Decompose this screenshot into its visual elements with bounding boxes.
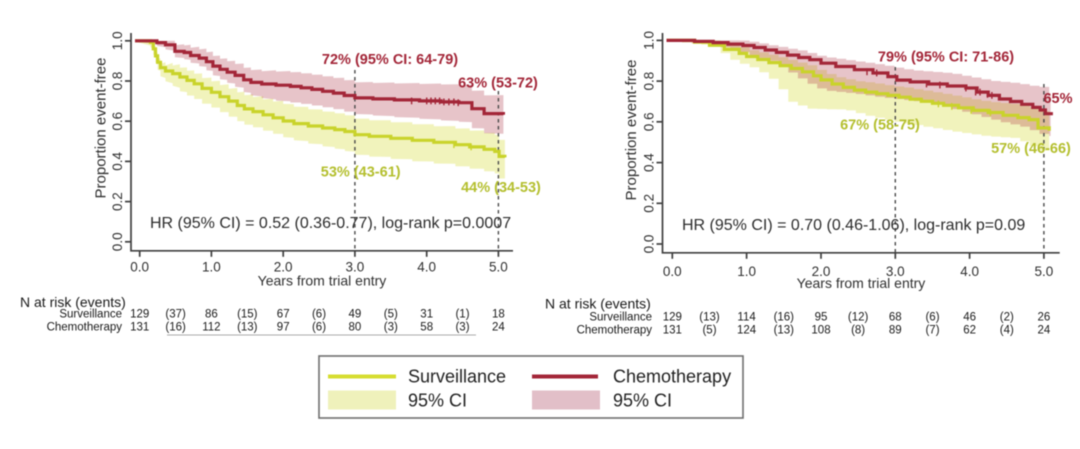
svg-text:2.0: 2.0 [274, 259, 293, 274]
svg-text:(16): (16) [165, 322, 186, 334]
svg-text:Chemotherapy: Chemotherapy [577, 325, 653, 337]
svg-text:44% (34-53): 44% (34-53) [461, 180, 541, 196]
svg-text:3.0: 3.0 [886, 264, 905, 279]
svg-text:131: 131 [130, 322, 149, 334]
svg-text:(1): (1) [455, 309, 469, 321]
svg-text:79% (95% CI: 71-86): 79% (95% CI: 71-86) [878, 49, 1014, 65]
svg-text:Surveillance: Surveillance [408, 367, 506, 387]
svg-text:0.4: 0.4 [110, 152, 125, 171]
svg-text:(4): (4) [1000, 325, 1014, 337]
svg-text:95% CI: 95% CI [408, 391, 467, 411]
svg-text:89: 89 [889, 325, 902, 337]
svg-text:53% (43-61): 53% (43-61) [321, 165, 401, 181]
svg-text:Proportion event-free: Proportion event-free [623, 60, 640, 201]
svg-text:(6): (6) [925, 312, 939, 324]
svg-text:0.8: 0.8 [642, 72, 657, 91]
svg-text:49: 49 [349, 309, 362, 321]
svg-text:26: 26 [1038, 312, 1051, 324]
svg-text:(3): (3) [384, 322, 398, 334]
svg-text:0.4: 0.4 [642, 153, 657, 172]
svg-text:(6): (6) [312, 309, 326, 321]
svg-text:86: 86 [205, 309, 218, 321]
svg-text:(3): (3) [455, 322, 469, 334]
svg-text:(37): (37) [165, 309, 186, 321]
svg-text:0.0: 0.0 [130, 259, 149, 274]
svg-text:67: 67 [277, 309, 290, 321]
svg-text:95% CI: 95% CI [613, 391, 672, 411]
svg-text:4.0: 4.0 [960, 264, 979, 279]
svg-text:129: 129 [130, 309, 149, 321]
svg-text:HR (95% CI) = 0.70 (0.46-1.06): HR (95% CI) = 0.70 (0.46-1.06), log-rank… [682, 217, 1025, 234]
svg-text:Surveillance: Surveillance [589, 312, 652, 324]
svg-text:(16): (16) [774, 312, 795, 324]
svg-text:5.0: 5.0 [1035, 264, 1054, 279]
svg-text:95: 95 [815, 312, 828, 324]
svg-text:131: 131 [663, 325, 682, 337]
svg-text:Years from trial entry: Years from trial entry [258, 273, 387, 289]
svg-text:1.0: 1.0 [202, 259, 221, 274]
svg-text:0.2: 0.2 [642, 194, 657, 213]
svg-text:Proportion event-free: Proportion event-free [93, 58, 110, 199]
svg-text:63% (53-72): 63% (53-72) [458, 76, 538, 92]
svg-text:46: 46 [963, 312, 976, 324]
svg-text:(5): (5) [384, 309, 398, 321]
svg-text:97: 97 [277, 322, 290, 334]
svg-text:129: 129 [663, 312, 682, 324]
svg-text:4.0: 4.0 [417, 259, 436, 274]
svg-text:(5): (5) [702, 325, 716, 337]
svg-text:68: 68 [889, 312, 902, 324]
svg-text:112: 112 [202, 322, 220, 334]
svg-text:(8): (8) [851, 325, 865, 337]
svg-text:0.8: 0.8 [110, 72, 125, 91]
svg-text:1.0: 1.0 [642, 31, 657, 50]
svg-text:(6): (6) [312, 322, 326, 334]
svg-text:1.0: 1.0 [737, 264, 756, 279]
svg-text:31: 31 [420, 309, 433, 321]
svg-text:0.6: 0.6 [642, 112, 657, 131]
svg-text:72% (95% CI: 64-79): 72% (95% CI: 64-79) [322, 52, 458, 68]
svg-text:65%: 65% [1043, 91, 1072, 107]
svg-text:124: 124 [737, 325, 757, 337]
svg-text:1.0: 1.0 [110, 31, 125, 50]
svg-text:67% (58-75): 67% (58-75) [840, 117, 920, 133]
svg-text:Surveillance: Surveillance [59, 309, 122, 321]
svg-text:(13): (13) [774, 325, 795, 337]
svg-text:Chemotherapy: Chemotherapy [613, 367, 731, 387]
svg-text:0.0: 0.0 [642, 235, 657, 254]
svg-text:0.2: 0.2 [110, 192, 125, 211]
svg-text:24: 24 [492, 322, 505, 334]
svg-text:58: 58 [420, 322, 433, 334]
svg-text:62: 62 [963, 325, 976, 337]
svg-text:HR (95% CI) = 0.52 (0.36-0.77): HR (95% CI) = 0.52 (0.36-0.77), log-rank… [150, 215, 511, 232]
svg-text:108: 108 [811, 325, 830, 337]
svg-text:5.0: 5.0 [489, 259, 508, 274]
svg-text:18: 18 [492, 309, 505, 321]
svg-text:N at risk (events): N at risk (events) [20, 294, 126, 310]
svg-text:57% (46-66): 57% (46-66) [991, 141, 1071, 157]
svg-text:114: 114 [737, 312, 756, 324]
svg-text:3.0: 3.0 [346, 259, 365, 274]
svg-text:Years from trial entry: Years from trial entry [797, 275, 926, 291]
svg-text:(13): (13) [699, 312, 720, 324]
svg-text:2.0: 2.0 [812, 264, 831, 279]
svg-text:(12): (12) [848, 312, 869, 324]
svg-text:N at risk (events): N at risk (events) [545, 296, 651, 312]
svg-text:80: 80 [349, 322, 362, 334]
svg-text:(15): (15) [237, 309, 258, 321]
svg-text:(13): (13) [237, 322, 258, 334]
svg-text:Chemotherapy: Chemotherapy [47, 322, 123, 334]
svg-text:24: 24 [1038, 325, 1051, 337]
svg-text:(2): (2) [1000, 312, 1014, 324]
svg-text:0.0: 0.0 [110, 232, 125, 251]
svg-text:0.6: 0.6 [110, 112, 125, 131]
svg-text:0.0: 0.0 [663, 264, 682, 279]
svg-text:(7): (7) [925, 325, 939, 337]
